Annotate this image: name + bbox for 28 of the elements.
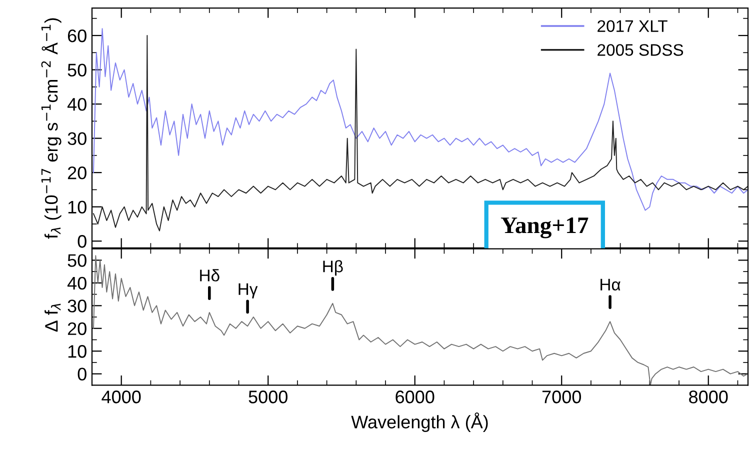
y-tick-label: 0 [78,368,86,381]
annotation: Yang+17 [500,217,588,238]
x-tick-label: 5000 [248,390,288,404]
annotation: Hα [600,278,620,290]
annotation: Hγ [238,283,258,298]
y-axis-title: Δ f$_{λ}$ [44,304,61,332]
y-tick-label: 20 [68,166,86,180]
y-tick-label: 10 [68,345,86,358]
text: f$_{λ}$ (10$^{−17}$ erg s$^{−1}$cm$^{−2}$ Å$^{−1}$) [41,18,62,239]
y-tick-label: 40 [67,98,86,111]
annotation: Hβ [323,260,343,276]
y-tick-label: 10 [68,200,86,214]
x-tick-label: 8000 [689,390,728,404]
y-tick-label: 0 [78,235,86,248]
x-tick-label: 6000 [396,390,434,404]
y-tick-label: 50 [68,254,86,267]
y-tick-label: 40 [67,276,86,290]
y-tick-label: 60 [68,29,86,42]
x-tick-label: 7000 [542,390,581,404]
y-tick-label: 20 [68,322,86,336]
y-tick-label: 30 [68,300,86,312]
x-axis-title: Wavelength λ (Å) [351,412,488,432]
y-tick-label: 30 [68,132,86,146]
legend-label: 2005 SDSS [598,44,684,56]
legend-label: 2017 XLT [598,20,668,32]
annotation: Hδ [200,269,220,282]
y-tick-label: 50 [68,64,86,76]
x-tick-label: 4000 [102,390,141,404]
